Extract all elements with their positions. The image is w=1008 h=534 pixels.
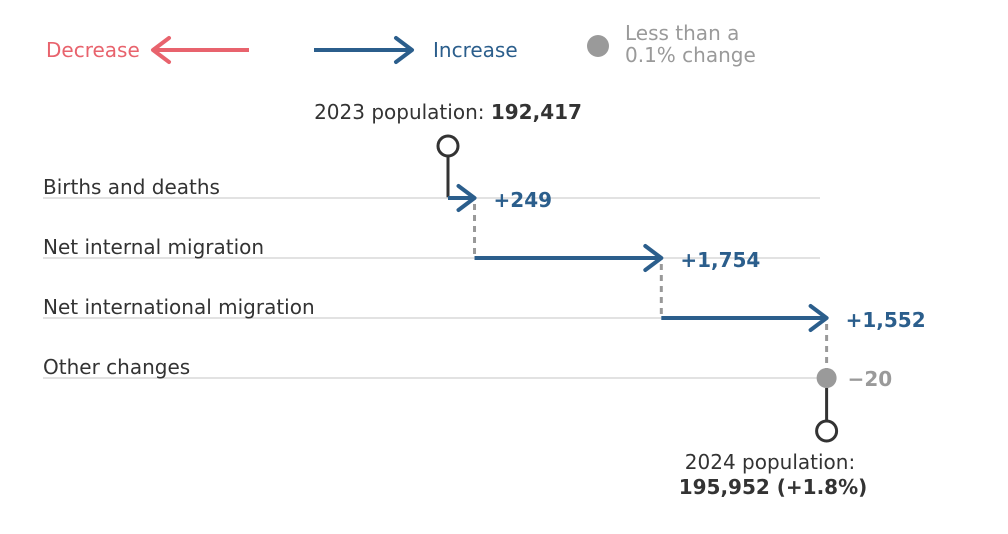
start-population-prefix: 2023 population: — [314, 100, 491, 124]
legend: Decrease Increase Less than a 0.1% chang… — [46, 21, 756, 67]
arrowhead-net-internal-migration — [643, 244, 664, 272]
legend-increase-arrow — [314, 36, 414, 64]
start-marker — [436, 134, 460, 158]
chart-rows: Births and deaths +249 Net internal migrat… — [43, 134, 926, 443]
value-label-other-changes: −20 — [848, 367, 893, 391]
neutral-dot-other-changes — [816, 368, 837, 388]
row-label-births-and-deaths: Births and deaths — [43, 175, 220, 199]
legend-neutral-label-line2: 0.1% change — [625, 43, 756, 67]
legend-decrease-arrow — [151, 36, 249, 64]
arrowhead-births-and-deaths — [456, 184, 477, 212]
legend-neutral-label-line1: Less than a — [625, 21, 739, 45]
row-label-other-changes: Other changes — [43, 355, 190, 379]
start-population-label: 2023 population: 192,417 — [314, 100, 582, 124]
arrowhead-net-international-migration — [808, 304, 829, 332]
end-population-label-line2: 195,952 (+1.8%) — [679, 475, 868, 499]
row-label-net-internal-migration: Net internal migration — [43, 235, 264, 259]
start-population-value: 192,417 — [491, 100, 582, 124]
end-population-label-line1: 2024 population: — [685, 450, 855, 474]
legend-decrease-label: Decrease — [46, 38, 140, 62]
value-label-net-internal-migration: +1,754 — [680, 248, 760, 272]
end-marker — [815, 419, 839, 443]
value-label-births-and-deaths: +249 — [494, 188, 553, 212]
value-label-net-international-migration: +1,552 — [846, 308, 926, 332]
row-label-net-international-migration: Net international migration — [43, 295, 315, 319]
legend-neutral-dot — [587, 35, 609, 57]
legend-increase-label: Increase — [433, 38, 518, 62]
